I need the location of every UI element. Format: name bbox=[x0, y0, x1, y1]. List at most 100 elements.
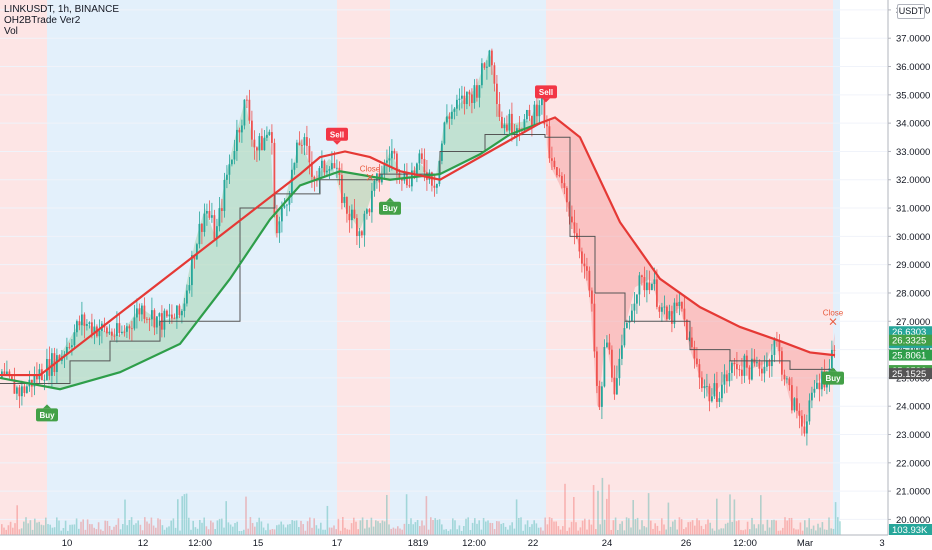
volume-bar bbox=[168, 526, 170, 535]
volume-bar bbox=[388, 524, 390, 535]
volume-bar bbox=[350, 523, 353, 535]
candle-body bbox=[533, 104, 536, 126]
signal-buy-label[interactable] bbox=[822, 371, 844, 385]
candle-body bbox=[583, 263, 586, 267]
candle-body bbox=[813, 388, 816, 393]
regime-band-blue bbox=[390, 0, 546, 535]
price-tag[interactable] bbox=[889, 334, 932, 346]
volume-bar bbox=[432, 519, 434, 535]
volume-bar bbox=[320, 522, 322, 535]
indicator-name[interactable]: OH2BTrade Ver2 bbox=[4, 15, 81, 26]
volume-bar bbox=[658, 530, 661, 535]
volume-bar bbox=[386, 494, 388, 535]
price-axis[interactable] bbox=[888, 0, 932, 550]
candle-body bbox=[311, 162, 313, 177]
candle-body bbox=[698, 364, 701, 378]
candle-body bbox=[751, 358, 753, 380]
volume-bar bbox=[1, 524, 3, 535]
candle-body bbox=[631, 310, 633, 322]
time-tick-label: 19 bbox=[418, 538, 429, 549]
candle-body bbox=[433, 185, 436, 188]
candle-body bbox=[121, 331, 123, 334]
volume-bar bbox=[689, 521, 692, 535]
candle-body bbox=[686, 319, 688, 340]
candle-body bbox=[476, 85, 478, 98]
currency-unit-button[interactable]: USDT bbox=[897, 4, 925, 19]
candle-body bbox=[278, 221, 281, 234]
signal-sell-label[interactable] bbox=[326, 127, 348, 141]
volume-bar bbox=[808, 518, 810, 535]
volume-bar bbox=[713, 530, 716, 535]
volume-bar bbox=[256, 522, 258, 535]
volume-bar bbox=[243, 529, 245, 535]
volume-bar bbox=[537, 527, 540, 535]
volume-bar bbox=[221, 518, 223, 535]
volume-bar bbox=[447, 530, 450, 535]
volume-bar bbox=[581, 520, 584, 535]
candle-body bbox=[98, 330, 101, 337]
volume-indicator-name[interactable]: Vol bbox=[4, 26, 18, 37]
volume-bar bbox=[276, 525, 278, 535]
signal-buy-label[interactable] bbox=[379, 201, 401, 215]
candle-body bbox=[43, 379, 46, 381]
signal-text: Sell bbox=[330, 130, 344, 139]
candle-body bbox=[383, 162, 386, 175]
candle-body bbox=[816, 382, 818, 389]
volume-bar bbox=[311, 527, 313, 535]
volume-bar bbox=[639, 529, 641, 535]
volume-bar bbox=[300, 520, 302, 535]
volume-bar bbox=[720, 528, 722, 535]
time-tick-label: 3 bbox=[879, 538, 884, 549]
time-axis[interactable] bbox=[0, 535, 888, 550]
symbol-title[interactable]: LINKUSDT, 1h, BINANCE bbox=[4, 4, 120, 15]
signal-buy-label[interactable] bbox=[36, 408, 58, 422]
volume-bar bbox=[738, 520, 740, 535]
volume-tag[interactable] bbox=[889, 524, 932, 535]
volume-bar bbox=[830, 528, 832, 535]
candle-body bbox=[281, 207, 283, 222]
candle-body bbox=[653, 279, 656, 285]
price-tag[interactable] bbox=[889, 368, 932, 380]
candle-body bbox=[216, 226, 218, 240]
price-tag[interactable] bbox=[889, 349, 932, 361]
candle-body bbox=[468, 91, 471, 95]
candle-body bbox=[691, 337, 693, 348]
volume-bar bbox=[663, 524, 665, 535]
volume-bar bbox=[100, 529, 102, 535]
candle-body bbox=[821, 371, 823, 390]
candle-body bbox=[243, 99, 246, 126]
candle-body bbox=[366, 209, 368, 214]
trend-fill-bullish bbox=[47, 52, 540, 390]
volume-bar bbox=[247, 528, 249, 535]
candle-body bbox=[13, 379, 16, 394]
volume-bar bbox=[804, 520, 806, 535]
candle-body bbox=[231, 159, 233, 165]
candle-body bbox=[713, 383, 716, 397]
price-tick-label: 27.0000 bbox=[896, 317, 930, 328]
volume-bar bbox=[102, 530, 104, 535]
candle-body bbox=[336, 167, 338, 169]
volume-bar bbox=[284, 527, 287, 535]
candle-body bbox=[26, 386, 28, 393]
signal-text: Sell bbox=[539, 88, 553, 97]
candle-body bbox=[313, 176, 316, 181]
volume-bar bbox=[839, 521, 841, 535]
candle-body bbox=[206, 210, 208, 214]
candle-body bbox=[593, 303, 596, 352]
volume-bar bbox=[133, 524, 135, 535]
signal-sell-label[interactable] bbox=[535, 85, 557, 99]
candle-body bbox=[498, 104, 501, 117]
volume-bar bbox=[680, 519, 683, 535]
volume-bar bbox=[694, 525, 696, 535]
volume-bar bbox=[817, 523, 819, 535]
volume-bar bbox=[557, 526, 560, 535]
price-tick-label: 35.0000 bbox=[896, 90, 930, 101]
candle-body bbox=[328, 169, 331, 171]
volume-bar bbox=[111, 529, 113, 535]
candle-body bbox=[166, 310, 168, 317]
volume-bar bbox=[47, 524, 49, 535]
time-tick-label: 12:00 bbox=[188, 538, 212, 549]
candle-body bbox=[268, 132, 271, 135]
